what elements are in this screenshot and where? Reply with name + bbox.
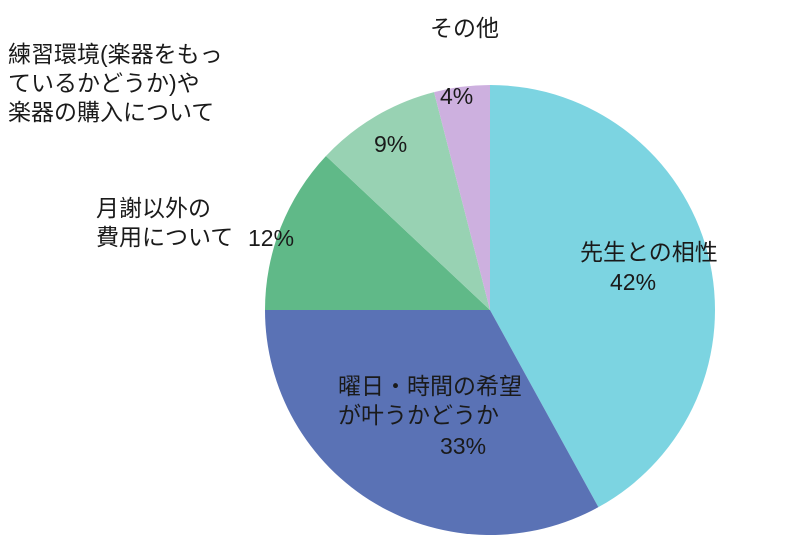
slice-label-gessha: 月謝以外の 費用について: [96, 194, 233, 252]
slice-label-renshuu: 練習環境(楽器をもっ ているかどうか)や 楽器の購入について: [8, 40, 223, 126]
pie-chart-stage: 先生との相性42% 曜日・時間の希望 が叶うかどうか33% 月謝以外の 費用について…: [0, 0, 800, 544]
slice-percent-gessha: 12%: [248, 224, 294, 253]
slice-percent-sensei: 42%: [610, 268, 656, 297]
slice-percent-renshuu: 9%: [374, 130, 407, 159]
slice-percent-sonota: 4%: [440, 82, 473, 111]
slice-label-sonota: その他: [430, 14, 499, 43]
slice-label-sensei: 先生との相性: [580, 238, 718, 267]
slice-percent-youbi: 33%: [440, 432, 486, 461]
slice-label-youbi: 曜日・時間の希望 が叶うかどうか: [338, 372, 522, 430]
